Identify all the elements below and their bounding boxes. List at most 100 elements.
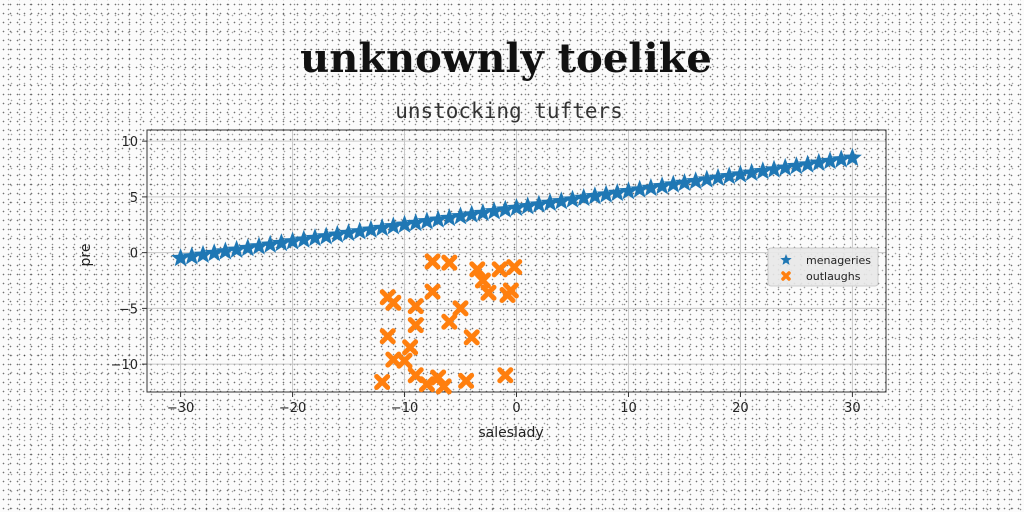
data-point-x (407, 298, 424, 315)
data-point-star (417, 211, 437, 230)
data-point-star (775, 157, 795, 176)
y-tick-label: 0 (130, 247, 138, 262)
data-point-star (641, 178, 661, 197)
data-point-star (204, 243, 224, 262)
data-point-x (441, 254, 458, 271)
data-point-star (686, 171, 706, 190)
data-point-x (506, 259, 523, 276)
y-tick-label: 10 (121, 135, 138, 150)
data-point-x (435, 378, 452, 395)
data-point-x (497, 367, 514, 384)
data-point-x (474, 272, 491, 289)
data-point-x (491, 261, 508, 278)
data-point-x (418, 376, 435, 393)
data-point-star (540, 193, 560, 212)
chart-subtitle: unstocking tufters (395, 99, 623, 123)
data-point-x (402, 339, 419, 356)
chart-title: unknownly toelike (300, 35, 712, 82)
legend-marker-x (781, 271, 791, 281)
tick-layer: −30 −20 −10 0 10 20 30 −10 −5 0 5 10 (111, 135, 861, 416)
data-point-x (469, 261, 486, 278)
data-point-star (607, 183, 627, 202)
x-tick-label: −20 (279, 401, 306, 416)
data-point-star (495, 199, 515, 218)
data-point-star (193, 244, 213, 263)
data-point-star (484, 201, 504, 220)
data-point-star (585, 186, 605, 205)
data-point-star (663, 174, 683, 193)
data-point-x (441, 313, 458, 330)
data-point-star (764, 159, 784, 178)
data-point-star (439, 208, 459, 227)
data-point-star (462, 204, 482, 223)
data-point-x (379, 328, 396, 345)
data-point-star (395, 214, 414, 233)
data-point-star (406, 213, 426, 232)
y-tick-label: −10 (111, 358, 138, 373)
data-point-star (182, 246, 202, 265)
x-tick-label: −30 (167, 401, 194, 416)
data-point-star (719, 166, 739, 185)
data-point-x (396, 352, 413, 369)
data-point-star (831, 149, 851, 168)
data-point-x (480, 284, 497, 301)
legend: menageries outlaughs (767, 247, 879, 287)
data-point-star (171, 248, 191, 267)
data-point-x (424, 253, 441, 270)
data-point-star (260, 234, 280, 253)
data-point-star (361, 219, 381, 238)
data-point-star (820, 151, 840, 170)
data-point-star (238, 238, 258, 257)
x-axis-label: saleslady (478, 425, 543, 441)
data-point-star (451, 206, 470, 225)
data-point-x (463, 329, 480, 346)
data-point-star (428, 209, 448, 228)
data-point-star (786, 156, 806, 175)
legend-label: menageries (806, 254, 871, 267)
data-point-star (294, 229, 314, 248)
x-tick-label: 10 (620, 401, 637, 416)
data-point-star (529, 194, 549, 213)
data-point-star (215, 241, 235, 260)
data-point-star (372, 218, 392, 237)
x-tick-label: 20 (732, 401, 749, 416)
legend-label: outlaughs (806, 270, 861, 283)
data-point-star (574, 188, 594, 207)
data-point-star (305, 228, 325, 247)
series-menageries (171, 147, 862, 267)
data-point-x (452, 300, 469, 317)
data-point-star (619, 181, 638, 200)
x-tick-label: 0 (512, 401, 520, 416)
data-point-star (809, 152, 829, 171)
data-point-star (652, 176, 672, 195)
data-point-star (674, 173, 694, 191)
x-tick-label: −10 (391, 401, 418, 416)
data-point-star (271, 233, 291, 252)
data-point-x (458, 372, 475, 389)
data-point-star (339, 223, 359, 242)
data-point-star (283, 231, 303, 250)
data-point-star (708, 167, 728, 186)
data-point-star (507, 198, 526, 217)
data-point-star (742, 162, 762, 181)
data-point-star (798, 154, 818, 173)
series-layer (171, 147, 862, 395)
data-point-star (316, 226, 336, 245)
data-point-star (630, 179, 650, 198)
data-point-star (842, 147, 862, 166)
data-point-star (551, 191, 571, 210)
data-point-star (350, 221, 370, 240)
data-point-x (502, 282, 519, 299)
data-point-x (407, 317, 424, 334)
series-outlaughs (374, 253, 523, 395)
data-point-star (249, 236, 269, 255)
legend-marker-star (780, 254, 792, 265)
data-point-star (697, 169, 717, 188)
y-tick-label: −5 (119, 302, 138, 317)
data-point-star (383, 216, 403, 235)
y-tick-label: 5 (130, 191, 138, 206)
data-point-star (327, 224, 347, 243)
data-point-star (730, 164, 750, 183)
data-point-star (753, 161, 773, 180)
